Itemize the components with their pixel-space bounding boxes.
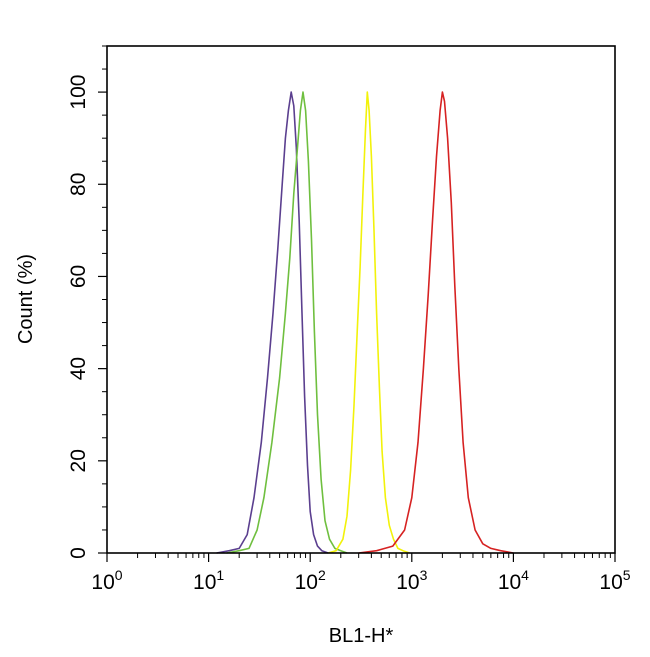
y-axis: 0 20 40 60 80 100 [67, 45, 107, 559]
x-tick-label: 103 [396, 567, 427, 594]
x-axis-title: BL1-H* [329, 625, 394, 647]
y-axis-title: Count (%) [15, 254, 37, 344]
x-tick-label: 102 [295, 567, 326, 594]
plot-frame [106, 45, 616, 554]
x-tick-label: 100 [91, 567, 122, 594]
x-tick-label: 105 [599, 567, 630, 594]
series-1-line [216, 91, 329, 554]
y-tick-label: 0 [67, 547, 90, 559]
y-tick-label: 80 [67, 173, 90, 196]
y-tick-label: 60 [67, 265, 90, 288]
x-axis: 100 101 102 103 104 105 [91, 553, 631, 594]
series-group [216, 91, 514, 554]
series-3-line [327, 91, 410, 554]
x-tick-label: 104 [498, 567, 529, 594]
y-tick-label: 20 [67, 449, 90, 472]
y-tick-label: 40 [67, 357, 90, 380]
x-tick-label: 101 [193, 567, 224, 594]
series-4-line [358, 91, 514, 554]
y-tick-label: 100 [67, 75, 90, 110]
series-2-line [226, 91, 348, 554]
